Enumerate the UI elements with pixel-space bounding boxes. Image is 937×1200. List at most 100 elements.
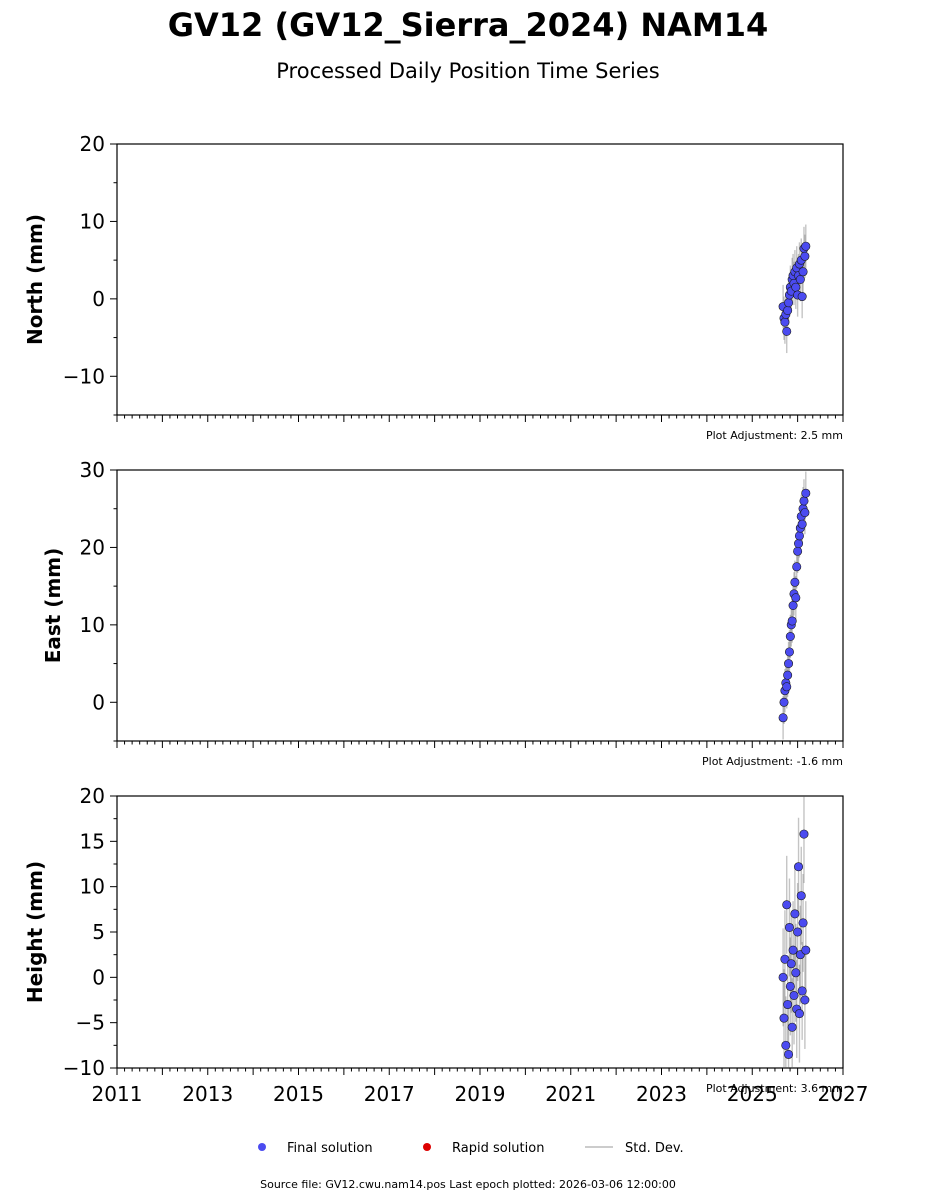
x-tick-label: 2019 <box>455 1082 506 1106</box>
data-point <box>787 616 797 626</box>
data-point <box>801 488 811 498</box>
y-tick-label: 10 <box>80 875 105 899</box>
legend-final-marker <box>258 1143 266 1151</box>
y-tick-label: 20 <box>80 784 105 808</box>
data-layer <box>778 796 811 1068</box>
data-point <box>794 539 804 549</box>
data-point <box>797 986 807 996</box>
data-point <box>778 972 788 982</box>
data-point <box>788 600 798 610</box>
data-point <box>794 1009 804 1019</box>
x-tick-label: 2021 <box>545 1082 596 1106</box>
data-point <box>785 631 795 641</box>
plot-adjustment-note: Plot Adjustment: 3.6 mm <box>706 1082 843 1095</box>
y-tick-label: 0 <box>92 287 105 311</box>
data-point <box>784 1049 794 1059</box>
data-point <box>792 562 802 572</box>
y-tick-label: 20 <box>80 132 105 156</box>
data-point <box>794 531 804 541</box>
data-point <box>784 659 794 669</box>
data-point <box>790 909 800 919</box>
data-point <box>786 959 796 969</box>
data-point <box>798 918 808 928</box>
y-tick-label: 0 <box>92 690 105 714</box>
x-tick-label: 2027 <box>818 1082 869 1106</box>
y-tick-label: 10 <box>80 209 105 233</box>
plot-adjustment-note: Plot Adjustment: 2.5 mm <box>706 429 843 442</box>
data-point <box>782 900 792 910</box>
data-point <box>788 945 798 955</box>
x-tick-label: 2017 <box>364 1082 415 1106</box>
legend-rapid-marker <box>423 1143 431 1151</box>
data-point <box>783 670 793 680</box>
plot-frame <box>116 469 844 742</box>
data-point <box>800 508 810 518</box>
plot-adjustment-note: Plot Adjustment: -1.6 mm <box>702 755 843 768</box>
panel-1: −10 0 10 20 North (mm) Plot Adjustment: 2.5 m… <box>23 132 844 442</box>
data-point <box>793 546 803 556</box>
data-point <box>785 981 795 991</box>
data-point <box>781 1040 791 1050</box>
data-point <box>782 682 792 692</box>
data-layer <box>778 471 811 740</box>
data-point <box>795 274 805 284</box>
data-point <box>800 251 810 261</box>
data-point <box>797 292 807 302</box>
data-point <box>799 496 809 506</box>
x-tick-label: 2015 <box>273 1082 324 1106</box>
y-tick-label: −10 <box>63 364 105 388</box>
y-tick-label: 20 <box>80 535 105 559</box>
y-axis-label: Height (mm) <box>23 861 47 1003</box>
data-point <box>787 1022 797 1032</box>
data-point <box>796 891 806 901</box>
x-tick-label: 2011 <box>92 1082 143 1106</box>
data-point <box>791 593 801 603</box>
y-tick-label: −5 <box>76 1011 105 1035</box>
data-point <box>794 862 804 872</box>
data-point <box>780 317 790 327</box>
panel-2: 0 10 20 30 East (mm) Plot Adjustment: -1.6 mm <box>41 458 844 768</box>
chart-title: GV12 (GV12_Sierra_2024) NAM14 <box>168 6 769 44</box>
x-tick-label: 2025 <box>727 1082 778 1106</box>
panel-3: −10 −5 0 5 10 15 20 2011 2013 2015 2017 2019 2021 202… <box>23 784 868 1106</box>
data-point <box>801 241 811 251</box>
data-point <box>782 326 792 336</box>
y-tick-label: 5 <box>92 920 105 944</box>
data-point <box>784 922 794 932</box>
y-axis-label: North (mm) <box>23 214 47 345</box>
legend-std-label: Std. Dev. <box>625 1141 684 1156</box>
legend-final-label: Final solution <box>287 1141 373 1156</box>
data-point <box>789 990 799 1000</box>
y-tick-label: 15 <box>80 829 105 853</box>
data-point <box>793 927 803 937</box>
y-tick-label: 30 <box>80 458 105 482</box>
data-point <box>779 1013 789 1023</box>
data-point <box>780 954 790 964</box>
legend-rapid-label: Rapid solution <box>452 1141 544 1156</box>
data-point <box>801 945 811 955</box>
y-axis-label: East (mm) <box>41 548 65 664</box>
source-footer: Source file: GV12.cwu.nam14.pos Last epo… <box>260 1178 676 1191</box>
chart-subtitle: Processed Daily Position Time Series <box>276 59 660 83</box>
data-point <box>791 968 801 978</box>
data-point <box>800 995 810 1005</box>
y-tick-label: 10 <box>80 613 105 637</box>
data-point <box>783 305 793 315</box>
y-tick-label: −10 <box>63 1056 105 1080</box>
data-point <box>784 647 794 657</box>
data-layer <box>778 224 811 354</box>
x-tick-label: 2023 <box>636 1082 687 1106</box>
panels: −10 0 10 20 North (mm) Plot Adjustment: 2.5 m… <box>23 132 868 1106</box>
legend: Final solution Rapid solution Std. Dev. <box>258 1141 684 1156</box>
data-point <box>784 298 794 308</box>
data-point <box>779 697 789 707</box>
data-point <box>778 713 788 723</box>
data-point <box>798 267 808 277</box>
y-tick-label: 0 <box>92 965 105 989</box>
data-point <box>790 577 800 587</box>
data-point <box>797 519 807 529</box>
data-point <box>791 282 801 292</box>
data-point <box>799 829 809 839</box>
x-tick-label: 2013 <box>182 1082 233 1106</box>
